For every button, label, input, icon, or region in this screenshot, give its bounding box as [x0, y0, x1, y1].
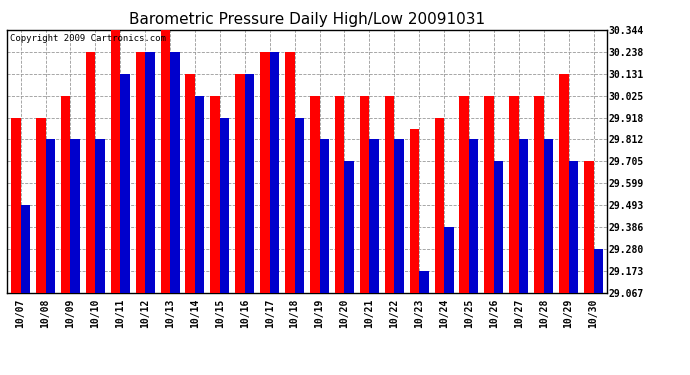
Bar — [544, 140, 553, 292]
Bar — [220, 118, 229, 292]
Bar — [360, 96, 369, 292]
Bar — [285, 52, 295, 292]
Bar — [444, 227, 453, 292]
Bar — [120, 74, 130, 292]
Bar — [319, 140, 329, 292]
Bar — [494, 161, 503, 292]
Bar — [394, 140, 404, 292]
Bar — [460, 96, 469, 292]
Bar — [161, 30, 170, 292]
Bar — [111, 30, 120, 292]
Bar — [270, 52, 279, 292]
Bar — [195, 96, 204, 292]
Bar — [385, 96, 394, 292]
Bar — [145, 52, 155, 292]
Bar — [61, 96, 70, 292]
Bar — [245, 74, 254, 292]
Bar — [310, 96, 319, 292]
Bar — [584, 161, 593, 292]
Bar — [235, 74, 245, 292]
Bar — [419, 271, 428, 292]
Bar — [295, 118, 304, 292]
Bar — [260, 52, 270, 292]
Bar — [21, 205, 30, 292]
Bar — [369, 140, 379, 292]
Bar — [484, 96, 494, 292]
Bar — [136, 52, 145, 292]
Bar — [86, 52, 95, 292]
Bar — [509, 96, 519, 292]
Bar — [70, 140, 80, 292]
Bar — [210, 96, 220, 292]
Bar — [11, 118, 21, 292]
Bar — [519, 140, 529, 292]
Bar — [469, 140, 478, 292]
Bar — [344, 161, 354, 292]
Bar — [95, 140, 105, 292]
Bar — [435, 118, 444, 292]
Bar — [569, 161, 578, 292]
Bar — [335, 96, 344, 292]
Bar — [410, 129, 419, 292]
Bar — [559, 74, 569, 292]
Bar — [186, 74, 195, 292]
Bar — [170, 52, 179, 292]
Bar — [36, 118, 46, 292]
Bar — [46, 140, 55, 292]
Bar — [534, 96, 544, 292]
Text: Copyright 2009 Cartronics.com: Copyright 2009 Cartronics.com — [10, 34, 166, 43]
Bar — [593, 249, 603, 292]
Title: Barometric Pressure Daily High/Low 20091031: Barometric Pressure Daily High/Low 20091… — [129, 12, 485, 27]
